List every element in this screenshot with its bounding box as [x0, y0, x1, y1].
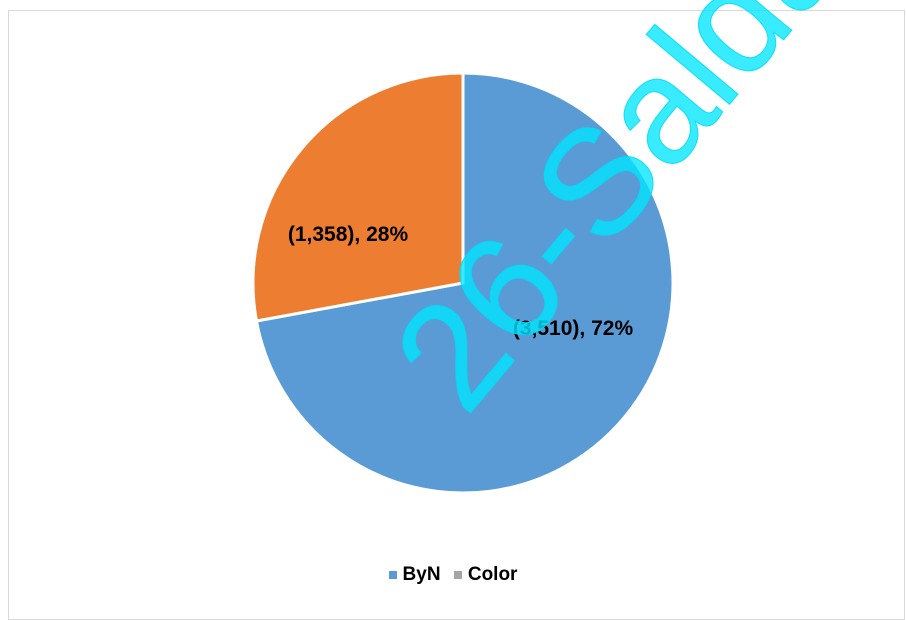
data-label-byn: (3,510), 72%: [513, 317, 634, 340]
legend-swatch-color: [453, 571, 462, 579]
legend-item-byn: ByN: [388, 564, 441, 586]
pie-slice-byn: [254, 71, 675, 495]
legend-label-color: Color: [467, 564, 518, 585]
legend-item-color: Color: [453, 564, 518, 586]
legend-swatch-byn: [388, 571, 397, 579]
pie-slice-color: [251, 71, 465, 323]
legend: ByN Color: [0, 563, 906, 586]
data-label-color: (1,358), 28%: [288, 223, 409, 246]
legend-label-byn: ByN: [402, 564, 441, 585]
